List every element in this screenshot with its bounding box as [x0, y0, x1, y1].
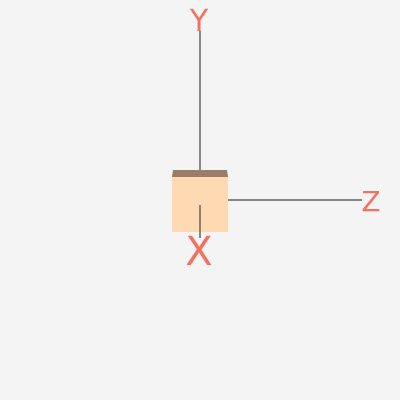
- x-axis-label: X: [185, 229, 212, 275]
- cube-top-face[interactable]: [172, 170, 228, 177]
- y-axis-label: Y: [189, 4, 209, 39]
- z-axis-label: Z: [361, 185, 380, 218]
